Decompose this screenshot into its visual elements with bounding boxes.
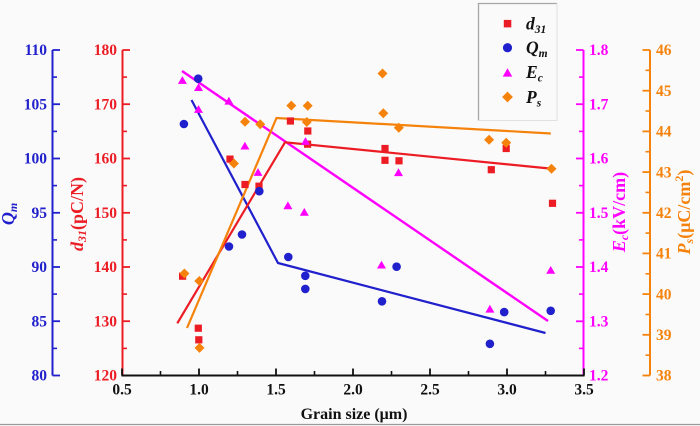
svg-text:1.6: 1.6 [589, 151, 609, 168]
svg-text:39: 39 [656, 327, 672, 344]
svg-text:45: 45 [656, 83, 672, 100]
svg-text:110: 110 [25, 42, 48, 59]
svg-text:d31(pC/N): d31(pC/N) [67, 177, 89, 251]
svg-text:1.8: 1.8 [589, 42, 609, 59]
svg-text:95: 95 [32, 205, 48, 222]
svg-text:150: 150 [94, 205, 118, 222]
svg-text:1.7: 1.7 [589, 97, 609, 114]
svg-text:1.0: 1.0 [189, 382, 209, 399]
svg-text:1.4: 1.4 [589, 259, 609, 276]
svg-text:3.0: 3.0 [497, 382, 517, 399]
svg-text:160: 160 [94, 151, 118, 168]
svg-text:3.5: 3.5 [574, 382, 594, 399]
svg-text:85: 85 [32, 313, 48, 330]
svg-text:46: 46 [656, 42, 672, 59]
svg-text:100: 100 [24, 151, 48, 168]
svg-text:170: 170 [94, 97, 118, 114]
svg-text:2.0: 2.0 [343, 382, 363, 399]
svg-text:1.5: 1.5 [266, 382, 286, 399]
svg-text:140: 140 [94, 259, 118, 276]
svg-text:Ps(μC/cm2): Ps(μC/cm2) [672, 170, 696, 256]
svg-text:41: 41 [656, 246, 672, 263]
svg-text:43: 43 [656, 164, 672, 181]
svg-text:0.5: 0.5 [112, 382, 132, 399]
svg-text:44: 44 [656, 124, 672, 141]
svg-text:38: 38 [656, 368, 672, 385]
svg-text:180: 180 [94, 42, 118, 59]
svg-text:130: 130 [94, 313, 118, 330]
svg-text:Grain size (μm): Grain size (μm) [301, 406, 408, 423]
svg-text:2.5: 2.5 [420, 382, 440, 399]
svg-text:Qm: Qm [0, 203, 20, 225]
svg-text:90: 90 [32, 259, 48, 276]
svg-text:1.2: 1.2 [589, 368, 609, 385]
svg-text:Ec(kV/cm): Ec(kV/cm) [609, 172, 631, 253]
svg-text:1.5: 1.5 [589, 205, 609, 222]
svg-text:120: 120 [94, 368, 118, 385]
svg-text:105: 105 [24, 97, 48, 114]
svg-text:80: 80 [32, 368, 48, 385]
svg-text:40: 40 [656, 286, 672, 303]
svg-text:1.3: 1.3 [589, 313, 609, 330]
svg-text:42: 42 [656, 205, 672, 222]
